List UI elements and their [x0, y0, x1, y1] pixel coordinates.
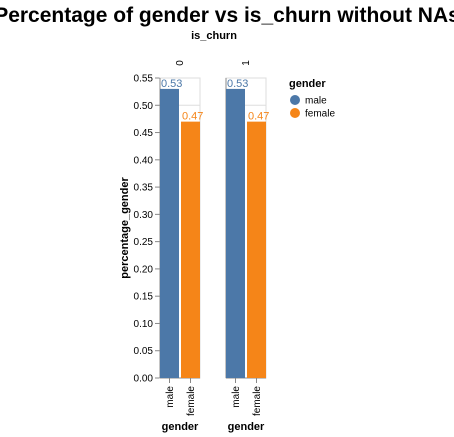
y-tick-label: 0.40 [134, 155, 154, 166]
legend-swatch-male [290, 95, 300, 105]
y-tick-label: 0.55 [134, 74, 154, 85]
bar-female [247, 121, 266, 379]
facet-1: 1 0.53 male 0.47 female gender [225, 60, 269, 433]
data-label-female: 0.47 [248, 111, 269, 123]
plot-area: 0.00 0.05 0.10 0.15 0.20 0.25 0.30 0.35 0.40 0.45… [134, 60, 270, 433]
y-tick-label: 0.50 [134, 101, 154, 112]
x-axis-title: gender [162, 421, 199, 433]
legend-swatch-female [290, 108, 300, 118]
x-tick-label: female [186, 386, 197, 416]
legend-label-male: male [305, 96, 327, 107]
legend-label-female: female [305, 109, 335, 120]
chart-title: Percentage of gender vs is_churn without… [0, 4, 454, 27]
data-label-female: 0.47 [182, 111, 203, 123]
y-tick-label: 0.00 [134, 374, 154, 385]
x-tick-label: female [252, 386, 263, 416]
bar-male [160, 88, 179, 378]
y-tick-label: 0.35 [134, 183, 154, 194]
facet-label: 0 [175, 60, 186, 66]
legend: gender male female [289, 78, 335, 120]
y-axis-title: percentage_gender [119, 177, 131, 279]
y-tick-label: 0.30 [134, 210, 154, 221]
facet-0: 0 0.53 male 0.47 female gender [159, 60, 203, 433]
x-tick-label: male [165, 386, 176, 408]
bar-male [226, 88, 245, 378]
data-label-male: 0.53 [161, 78, 182, 90]
x-tick-label: male [231, 386, 242, 408]
y-tick-label: 0.05 [134, 346, 154, 357]
y-tick-label: 0.25 [134, 237, 154, 248]
y-tick-label: 0.20 [134, 264, 154, 275]
y-tick-label: 0.45 [134, 128, 154, 139]
column-title: is_churn [191, 30, 237, 42]
bar-female [181, 121, 200, 379]
x-axis-title: gender [228, 421, 265, 433]
y-tick-label: 0.15 [134, 292, 154, 303]
facet-label: 1 [241, 60, 252, 66]
data-label-male: 0.53 [227, 78, 248, 90]
y-tick-label: 0.10 [134, 319, 154, 330]
legend-title: gender [289, 78, 326, 90]
